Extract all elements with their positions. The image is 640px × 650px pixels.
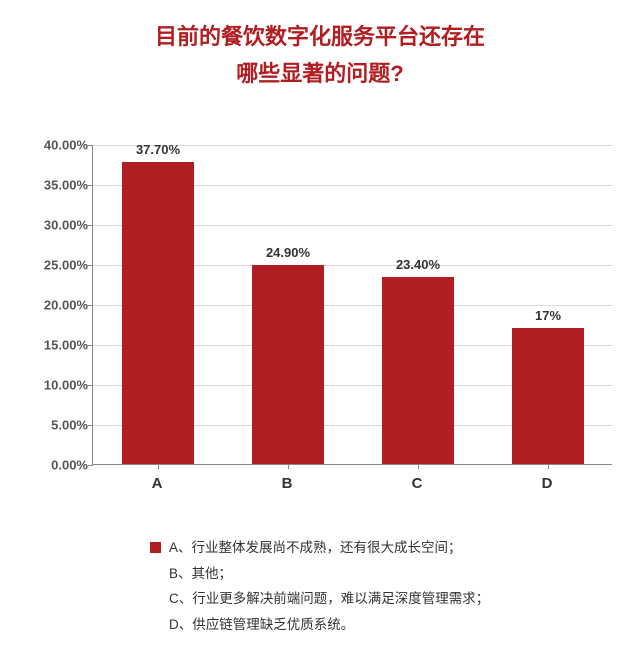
- legend-text: C、行业更多解决前端问题，难以满足深度管理需求；: [169, 586, 489, 612]
- bar: 17%: [512, 328, 584, 464]
- legend-item: C、行业更多解决前端问题，难以满足深度管理需求；: [150, 586, 489, 612]
- y-tick-label: 15.00%: [44, 338, 88, 353]
- legend-swatch: [150, 542, 161, 553]
- chart-title: 目前的餐饮数字化服务平台还存在 哪些显著的问题?: [0, 0, 640, 93]
- legend-text: A、行业整体发展尚不成熟，还有很大成长空间；: [169, 535, 462, 561]
- bar-value-label: 37.70%: [122, 142, 194, 157]
- title-line-1: 目前的餐饮数字化服务平台还存在: [20, 18, 620, 55]
- y-tick-label: 40.00%: [44, 138, 88, 153]
- plot-area: 37.70% 24.90% 23.40% 17%: [92, 145, 612, 465]
- bar-value-label: 24.90%: [252, 245, 324, 260]
- y-tick-mark: [88, 265, 93, 266]
- y-tick-mark: [88, 225, 93, 226]
- y-tick-label: 25.00%: [44, 258, 88, 273]
- bar-value-label: 17%: [512, 308, 584, 323]
- bar: 24.90%: [252, 265, 324, 464]
- legend-text: B、其他；: [169, 561, 232, 587]
- legend-text: D、供应链管理缺乏优质系统。: [169, 612, 354, 638]
- x-tick-label: C: [397, 475, 437, 492]
- legend-item: B、其他；: [150, 561, 489, 587]
- legend: A、行业整体发展尚不成熟，还有很大成长空间；B、其他；C、行业更多解决前端问题，…: [150, 535, 489, 638]
- y-tick-mark: [88, 305, 93, 306]
- y-tick-label: 35.00%: [44, 178, 88, 193]
- y-tick-mark: [88, 145, 93, 146]
- title-line-2: 哪些显著的问题?: [20, 55, 620, 92]
- y-tick-mark: [88, 465, 93, 466]
- bar: 23.40%: [382, 277, 454, 464]
- bar-chart: 0.00% 5.00% 10.00% 15.00% 20.00% 25.00% 30.00%…: [30, 145, 620, 505]
- x-tick-mark: [158, 464, 159, 469]
- y-tick-label: 20.00%: [44, 298, 88, 313]
- x-tick-mark: [418, 464, 419, 469]
- bar-value-label: 23.40%: [382, 257, 454, 272]
- x-tick-label: D: [527, 475, 567, 492]
- bar: 37.70%: [122, 162, 194, 464]
- y-tick-mark: [88, 425, 93, 426]
- x-tick-label: A: [137, 475, 177, 492]
- y-tick-mark: [88, 345, 93, 346]
- legend-item: D、供应链管理缺乏优质系统。: [150, 612, 489, 638]
- y-tick-mark: [88, 385, 93, 386]
- legend-item: A、行业整体发展尚不成熟，还有很大成长空间；: [150, 535, 489, 561]
- y-tick-label: 30.00%: [44, 218, 88, 233]
- y-tick-label: 5.00%: [51, 418, 88, 433]
- y-tick-label: 0.00%: [51, 458, 88, 473]
- x-tick-mark: [288, 464, 289, 469]
- x-tick-mark: [548, 464, 549, 469]
- y-tick-mark: [88, 185, 93, 186]
- y-axis: 0.00%5.00%10.00%15.00%20.00%25.00%30.00%…: [30, 145, 92, 465]
- y-tick-label: 10.00%: [44, 378, 88, 393]
- x-tick-label: B: [267, 475, 307, 492]
